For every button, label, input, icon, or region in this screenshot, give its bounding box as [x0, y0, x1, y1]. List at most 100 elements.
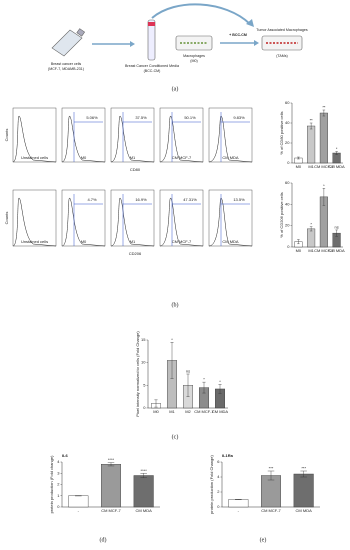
bar [133, 475, 154, 508]
histogram [159, 115, 204, 163]
y-tick-label: 0 [217, 504, 220, 509]
y-tick-label: 40 [285, 201, 290, 206]
media-label: Breast Cancer Conditioned Media [125, 64, 179, 68]
x-tick-label: M1 [308, 248, 314, 253]
significance: **** [108, 457, 115, 462]
error-bar [322, 188, 326, 206]
error-bar [335, 229, 338, 237]
y-tick-label: 2 [57, 482, 60, 487]
gate-percent: 9.83% [233, 115, 245, 120]
error-bar [309, 122, 313, 130]
sample-label: CM MCF-7 [172, 239, 192, 244]
histogram [12, 115, 57, 163]
chart-title: IL1Ra [222, 453, 234, 458]
y-tick-label: 0 [287, 244, 290, 249]
error-bar [267, 470, 275, 481]
y-tick-label: 3 [57, 470, 60, 475]
flow-panel [110, 107, 155, 163]
error-bar [309, 226, 313, 232]
error-bar [107, 462, 115, 467]
flow-panel [208, 189, 253, 247]
panel-label: (d) [100, 536, 107, 543]
x-tick-label: - [78, 508, 80, 513]
significance: **** [141, 468, 148, 473]
y-axis-label: Counts [4, 129, 9, 142]
x-tick-label: CM MDA [329, 248, 346, 253]
arrow-head [130, 41, 135, 47]
gate-percent: 47.31% [183, 197, 197, 202]
significance: * [203, 377, 205, 382]
y-axis-label: % of CD80 positive cells [279, 111, 284, 154]
bar [307, 228, 316, 248]
tube-band [148, 22, 155, 26]
bar [319, 112, 328, 164]
error-bar [140, 473, 147, 478]
flow-panel [61, 107, 106, 163]
tam-label: (TAMs) [276, 54, 288, 58]
x-tick-label: M1 [169, 409, 175, 414]
x-tick-label: M0 [296, 164, 302, 169]
x-tick-label: CM MCF-7 [261, 508, 281, 513]
macrophage-label: Macrophages [183, 54, 205, 58]
flow-panel [61, 189, 106, 247]
error-bar [300, 470, 307, 478]
media-label: (BCC-CM) [144, 69, 161, 73]
x-tick-label: CM MDA [212, 409, 229, 414]
histogram [110, 197, 155, 247]
y-tick-label: 20 [285, 223, 290, 228]
significance: ** [310, 118, 314, 123]
arrow-head [246, 19, 254, 27]
error-bar [297, 156, 300, 160]
significance: * [336, 146, 338, 151]
flask-cap [76, 28, 86, 37]
bar [100, 464, 121, 508]
sample-label: M0 [81, 155, 87, 160]
error-bar [154, 399, 158, 408]
x-tick-label: CM MDA [136, 508, 153, 513]
gate-percent: 4.7% [87, 197, 97, 202]
sample-label: M0 [81, 239, 87, 244]
y-tick-label: 0 [57, 504, 60, 509]
significance: * [323, 183, 325, 188]
error-bar [186, 373, 190, 397]
panel-label: (e) [260, 536, 267, 543]
error-bar [335, 151, 338, 155]
significance: ** [322, 105, 326, 110]
histogram [61, 197, 106, 247]
error-bar [170, 342, 174, 379]
error-bar [202, 381, 206, 394]
y-tick-label: 60 [285, 180, 290, 185]
y-tick-label: 6 [217, 459, 220, 464]
y-tick-label: 5 [143, 382, 146, 387]
arrow-head [254, 40, 259, 46]
histogram [110, 115, 155, 163]
y-tick-label: 20 [285, 140, 290, 145]
sample-label: M1 [130, 155, 136, 160]
y-axis-label: % of CD206 positive cells [279, 192, 284, 237]
x-tick-label: M2 [185, 409, 191, 414]
treatment-label: + BCC-CM [229, 33, 247, 37]
panel-label: (c) [172, 433, 179, 440]
x-tick-label: M0 [296, 248, 302, 253]
sample-label: M1 [130, 239, 136, 244]
cells-label: Breast cancer cells [51, 62, 82, 66]
sample-label: CM MCF-7 [172, 155, 192, 160]
bar [261, 475, 282, 508]
y-tick-label: 4 [217, 474, 220, 479]
gate-percent: 16.9% [135, 197, 147, 202]
gate-percent: 5.06% [86, 115, 98, 120]
gate-percent: 13.5% [233, 197, 245, 202]
x-tick-label: CM MCF-7 [314, 164, 334, 169]
flow-panel [12, 107, 57, 163]
flow-panel [159, 189, 204, 247]
bar [228, 499, 249, 508]
cells-label: (MCF-7, MDAMB-231) [48, 67, 84, 71]
y-axis-label: Pixel intensity normalized to cells (Fol… [135, 331, 140, 417]
x-axis-label: CD80 [130, 167, 141, 172]
flow-panel [208, 107, 253, 163]
error-bar [218, 384, 222, 394]
macrophage-label: (M0) [190, 59, 197, 63]
x-tick-label: CM MCF-7 [194, 409, 214, 414]
chart-title: IL6 [62, 453, 69, 458]
